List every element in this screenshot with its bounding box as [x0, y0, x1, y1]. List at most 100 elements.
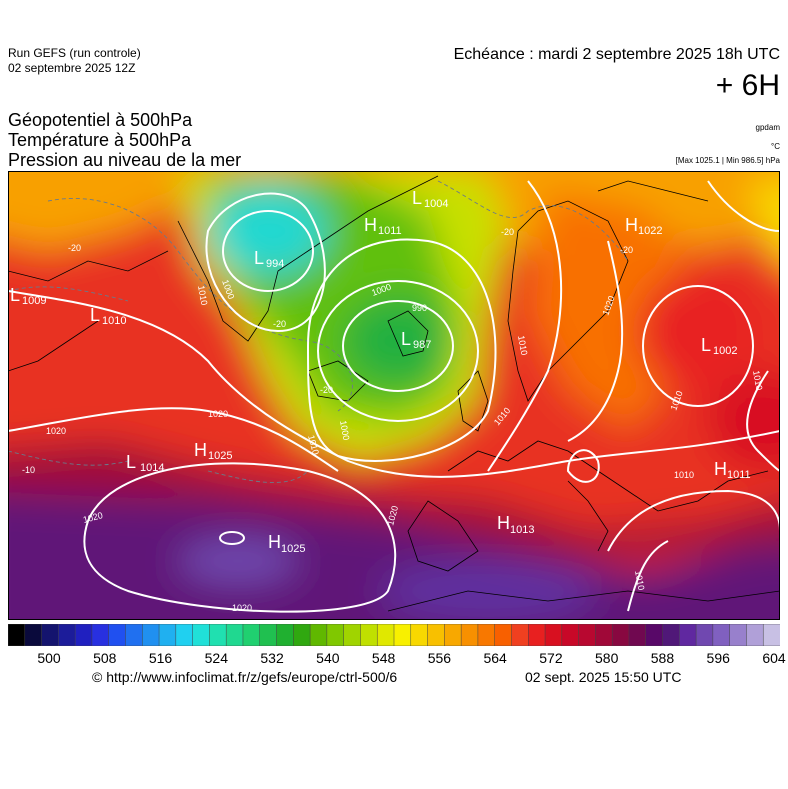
unit-temperature: °C: [771, 142, 780, 151]
pressure-center-11: L: [701, 335, 711, 355]
isobars: [8, 180, 780, 613]
pressure-center-value-9: 1013: [510, 524, 534, 536]
forecast-valid-time: Echéance : mardi 2 septembre 2025 18h UT…: [453, 46, 780, 63]
color-swatch: [477, 624, 496, 646]
pressure-center-7: L: [126, 452, 136, 472]
color-swatch: [242, 624, 261, 646]
pressure-center-5: L: [401, 329, 411, 349]
color-scale-tick-label: 508: [93, 650, 117, 666]
isobar-label-14: 1010: [751, 370, 764, 391]
color-scale-tick-label: 532: [260, 650, 284, 666]
color-swatch: [209, 624, 227, 646]
color-swatch: [628, 624, 647, 646]
color-swatch: [276, 624, 294, 646]
color-swatch: [762, 624, 780, 646]
isotherms: [8, 180, 629, 483]
color-swatch: [528, 624, 546, 646]
isobar-label-6: 1020: [46, 426, 66, 436]
color-swatch: [712, 624, 731, 646]
unit-pressure-range: [Max 1025.1 | Min 986.5] hPa: [675, 156, 780, 165]
run-date: 02 septembre 2025 12Z: [8, 61, 136, 75]
color-swatch: [91, 624, 110, 646]
field-pressure: Pression au niveau de la mer: [8, 150, 242, 170]
isotherm-label-1: -20: [273, 319, 286, 329]
isobar-label-1: 1010: [196, 285, 209, 306]
pressure-center-8: H: [268, 532, 281, 552]
pressure-center-value-0: 1009: [22, 295, 46, 307]
color-swatch: [611, 624, 630, 646]
color-swatch: [225, 624, 244, 646]
color-swatch: [494, 624, 513, 646]
color-scale-tick-label: 604: [762, 650, 786, 666]
isotherm-label-4: -20: [620, 245, 633, 255]
color-swatch: [427, 624, 445, 646]
pressure-center-4: L: [412, 188, 422, 208]
geopotential-shading: [8, 171, 780, 620]
pressure-center-value-8: 1025: [281, 543, 305, 555]
color-scale-tick-label: 588: [650, 650, 675, 666]
color-swatch: [175, 624, 194, 646]
pressure-center-value-3: 1011: [378, 225, 402, 237]
color-scale-tick-label: 564: [483, 650, 507, 666]
color-scale-labels: 500 508 516 524 532 540 548 556 564 572 580 588 596 6…: [8, 650, 785, 666]
pressure-center-6: H: [194, 440, 207, 460]
pressure-center-value-5: 987: [413, 339, 431, 351]
isobar-label-2: 990: [412, 303, 427, 313]
field-geopotential: Géopotentiel à 500hPa: [8, 110, 193, 130]
color-swatch: [58, 624, 76, 646]
pressure-center-value-7: 1014: [140, 462, 164, 474]
isobar-label-8: 1020: [232, 603, 252, 613]
color-swatch: [645, 624, 664, 646]
color-scale-tick-label: 516: [148, 650, 173, 666]
color-swatch: [460, 624, 479, 646]
isotherm-label-5: -10: [22, 465, 35, 475]
color-scale-tick-label: 524: [204, 650, 228, 666]
field-temperature: Température à 500hPa: [8, 130, 192, 150]
isotherm-label-3: -20: [501, 227, 514, 237]
color-swatch: [695, 624, 714, 646]
color-swatch: [410, 624, 429, 646]
pressure-center-value-1: 1010: [102, 315, 126, 327]
color-scale-tick-label: 548: [371, 650, 396, 666]
color-swatch: [444, 624, 462, 646]
color-swatch: [662, 624, 680, 646]
color-swatch: [326, 624, 345, 646]
color-swatch: [360, 624, 378, 646]
pressure-center-value-2: 994: [266, 258, 284, 270]
pressure-center-9: H: [497, 513, 510, 533]
generated-time: 02 sept. 2025 15:50 UTC: [525, 669, 682, 685]
pressure-center-value-6: 1025: [208, 450, 232, 462]
isobar-label-15: 1000: [338, 420, 351, 441]
unit-geopotential: gpdam: [755, 123, 780, 132]
color-scale-tick-label: 540: [316, 650, 340, 666]
pressure-center-12: H: [714, 459, 727, 479]
color-swatch: [41, 624, 59, 646]
color-swatch: [74, 624, 93, 646]
pressure-center-2: L: [254, 248, 264, 268]
color-scale-bar: [8, 624, 780, 646]
color-swatch: [343, 624, 361, 646]
isotherm-label-2: -20: [320, 385, 333, 395]
color-swatch: [8, 624, 26, 646]
color-swatch: [595, 624, 613, 646]
color-swatch: [578, 624, 596, 646]
pressure-center-value-11: 1002: [713, 345, 737, 357]
color-swatch: [679, 624, 697, 646]
color-swatch: [729, 624, 747, 646]
pressure-center-0: L: [10, 285, 20, 305]
color-swatch: [746, 624, 764, 646]
color-swatch: [259, 624, 278, 646]
color-swatch: [376, 624, 395, 646]
isotherm-label-0: -20: [68, 243, 81, 253]
color-swatch: [125, 624, 143, 646]
color-swatch: [158, 624, 177, 646]
pressure-center-value-10: 1022: [638, 225, 662, 237]
isobar-label-12: 1010: [674, 470, 694, 480]
color-swatch: [108, 624, 127, 646]
color-swatch: [293, 624, 311, 646]
color-swatch: [393, 624, 412, 646]
color-swatch: [544, 624, 563, 646]
run-title: Run GEFS (run controle): [8, 46, 141, 60]
pressure-center-value-12: 1011: [727, 469, 751, 481]
color-scale-tick-label: 572: [539, 650, 563, 666]
